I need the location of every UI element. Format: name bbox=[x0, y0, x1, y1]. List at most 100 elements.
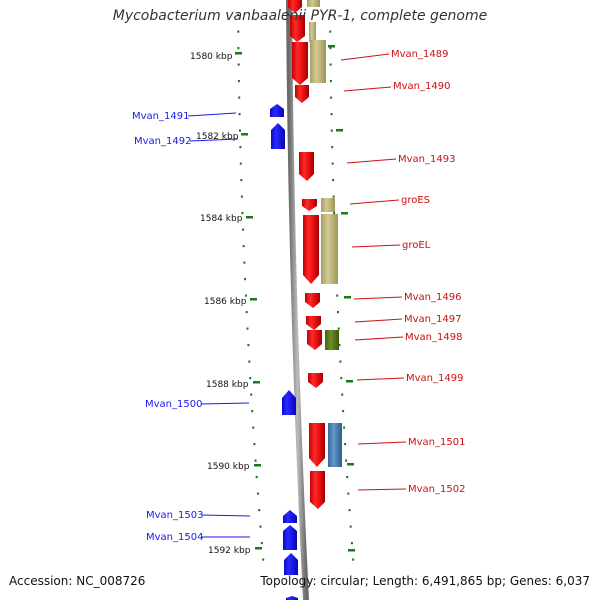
gene-arrow[interactable] bbox=[308, 373, 323, 388]
label-leader bbox=[201, 514, 251, 517]
forward-genes bbox=[288, 0, 325, 509]
major-tick bbox=[346, 380, 353, 383]
tick-mark bbox=[347, 492, 350, 495]
gene-arrow[interactable] bbox=[306, 316, 321, 330]
tick-mark bbox=[341, 393, 344, 396]
gene-arrow[interactable] bbox=[302, 199, 317, 211]
tick-mark bbox=[329, 47, 332, 50]
gene-arrow[interactable] bbox=[309, 423, 325, 467]
gene-label[interactable]: Mvan_1503 bbox=[146, 510, 203, 521]
major-tick bbox=[336, 129, 343, 132]
gene-arrow[interactable] bbox=[310, 471, 325, 509]
tick-mark bbox=[239, 162, 242, 165]
tick-mark bbox=[333, 212, 336, 215]
gene-arrow[interactable] bbox=[283, 510, 297, 523]
kbp-label: 1584 kbp bbox=[200, 214, 243, 224]
gene-label[interactable]: Mvan_1504 bbox=[146, 532, 203, 543]
tick-mark bbox=[247, 344, 250, 347]
gene-arrow[interactable] bbox=[271, 123, 285, 149]
gene-arrow[interactable] bbox=[305, 293, 320, 308]
label-leader bbox=[351, 244, 401, 248]
gene-label[interactable]: Mvan_1497 bbox=[404, 314, 461, 325]
page-title: Mycobacterium vanbaalenii PYR-1, complet… bbox=[112, 8, 488, 24]
topology-text: Topology: circular; Length: 6,491,865 bp… bbox=[260, 574, 590, 588]
feature-block[interactable] bbox=[307, 0, 320, 7]
reverse-genes bbox=[270, 104, 298, 600]
gene-arrow[interactable] bbox=[270, 104, 284, 117]
tick-mark bbox=[237, 80, 240, 83]
kbp-label: 1590 kbp bbox=[207, 462, 250, 472]
kbp-label: 1588 kbp bbox=[206, 380, 249, 390]
gene-label[interactable]: Mvan_1490 bbox=[393, 81, 450, 92]
gene-arrow[interactable] bbox=[288, 0, 302, 13]
gene-arrow[interactable] bbox=[286, 596, 298, 600]
label-leader bbox=[200, 402, 250, 405]
tick-mark bbox=[250, 393, 253, 396]
tick-mark bbox=[240, 179, 243, 182]
gene-arrow[interactable] bbox=[290, 15, 305, 42]
gene-label[interactable]: Mvan_1496 bbox=[404, 292, 461, 303]
gene-label[interactable]: groES bbox=[401, 195, 430, 206]
gene-arrow[interactable] bbox=[303, 215, 319, 284]
major-tick bbox=[344, 296, 351, 299]
label-leader bbox=[354, 318, 403, 323]
tick-mark bbox=[346, 476, 349, 479]
gene-label[interactable]: groEL bbox=[402, 240, 431, 251]
tick-mark bbox=[259, 525, 262, 528]
label-leader bbox=[353, 296, 403, 300]
gene-label[interactable]: Mvan_1502 bbox=[408, 484, 465, 495]
label-leader bbox=[357, 488, 407, 491]
tick-mark bbox=[339, 360, 342, 363]
gene-label[interactable]: Mvan_1489 bbox=[391, 49, 448, 60]
tick-mark bbox=[342, 410, 345, 413]
tick-mark bbox=[243, 261, 246, 264]
label-leader bbox=[356, 377, 405, 381]
tick-mark bbox=[329, 14, 332, 17]
tick-mark bbox=[330, 129, 333, 132]
feature-block[interactable] bbox=[321, 214, 338, 284]
gene-arrow[interactable] bbox=[282, 390, 296, 415]
gene-label[interactable]: Mvan_1493 bbox=[398, 154, 455, 165]
kbp-label: 1582 kbp bbox=[196, 132, 239, 142]
feature-block[interactable] bbox=[309, 22, 316, 42]
label-leader bbox=[357, 441, 407, 445]
gene-label[interactable]: Mvan_1491 bbox=[132, 111, 189, 122]
feature-block[interactable] bbox=[310, 40, 326, 83]
left-gene-labels: Mvan_1491 Mvan_1492 Mvan_1500 Mvan_1503 … bbox=[132, 111, 251, 543]
tick-mark bbox=[337, 327, 340, 330]
tick-mark bbox=[242, 228, 245, 231]
tick-mark bbox=[329, 63, 332, 66]
gene-label[interactable]: Mvan_1498 bbox=[405, 332, 462, 343]
gene-label[interactable]: Mvan_1501 bbox=[408, 437, 465, 448]
gene-arrow[interactable] bbox=[283, 525, 297, 550]
tick-mark bbox=[249, 377, 252, 380]
tick-mark bbox=[330, 113, 333, 116]
tick-mark bbox=[332, 179, 335, 182]
label-leader bbox=[340, 53, 390, 61]
tick-mark bbox=[237, 14, 240, 17]
tick-mark bbox=[350, 542, 353, 545]
gene-label[interactable]: Mvan_1500 bbox=[145, 399, 202, 410]
tick-mark bbox=[239, 129, 241, 132]
gene-arrow[interactable] bbox=[292, 42, 308, 85]
gene-label[interactable]: Mvan_1492 bbox=[134, 136, 191, 147]
tick-mark bbox=[238, 113, 241, 116]
tick-mark bbox=[246, 327, 249, 330]
feature-block[interactable] bbox=[321, 198, 335, 212]
accession-text: Accession: NC_008726 bbox=[9, 574, 146, 588]
gene-label[interactable]: Mvan_1499 bbox=[406, 373, 463, 384]
feature-block[interactable] bbox=[328, 423, 342, 467]
tick-mark bbox=[253, 443, 256, 446]
feature-track bbox=[307, 0, 342, 467]
major-tick bbox=[348, 549, 355, 552]
tick-mark bbox=[240, 195, 243, 198]
feature-block[interactable] bbox=[325, 330, 339, 350]
gene-arrow[interactable] bbox=[299, 152, 314, 181]
tick-mark bbox=[248, 360, 251, 363]
gene-arrow[interactable] bbox=[284, 553, 298, 575]
label-leader bbox=[346, 158, 397, 164]
gene-arrow[interactable] bbox=[307, 330, 322, 350]
gene-arrow[interactable] bbox=[295, 85, 309, 103]
tick-mark bbox=[352, 558, 355, 561]
